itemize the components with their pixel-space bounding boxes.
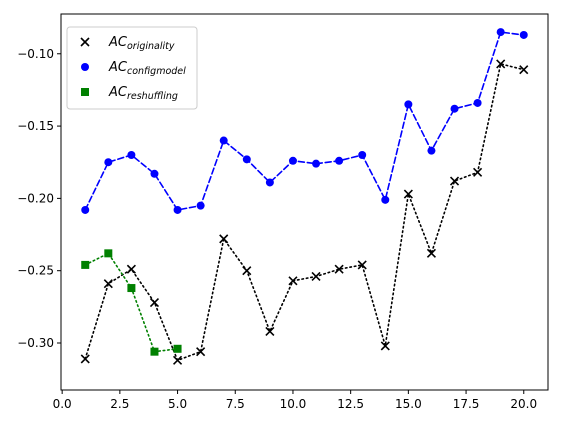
data-point-originality bbox=[196, 347, 206, 357]
x-tick-label: 10.0 bbox=[280, 397, 307, 411]
legend-item-originality: ACoriginality bbox=[80, 35, 175, 52]
data-point-configmodel bbox=[173, 205, 182, 214]
data-point-reshuffling bbox=[81, 260, 90, 269]
data-point-configmodel bbox=[219, 136, 228, 145]
data-point-configmodel bbox=[427, 146, 436, 155]
y-tick-label: −0.25 bbox=[17, 264, 54, 278]
legend-item-configmodel: ACconfigmodel bbox=[81, 60, 186, 77]
data-point-originality bbox=[103, 279, 113, 289]
legend-box bbox=[66, 26, 198, 110]
data-point-originality bbox=[496, 59, 506, 69]
data-point-reshuffling bbox=[173, 344, 182, 353]
data-point-configmodel bbox=[196, 201, 205, 210]
data-point-configmodel bbox=[496, 28, 505, 37]
data-point-originality bbox=[265, 326, 275, 336]
legend-marker-reshuffling bbox=[81, 88, 89, 96]
data-point-configmodel bbox=[358, 151, 367, 159]
x-tick-label: 20.0 bbox=[510, 397, 537, 411]
data-point-originality bbox=[380, 341, 390, 351]
data-point-originality bbox=[311, 271, 321, 282]
legend-label-main: AC bbox=[108, 85, 128, 100]
data-point-configmodel bbox=[381, 195, 390, 204]
x-tick-label: 17.5 bbox=[453, 397, 480, 411]
series-configmodel bbox=[81, 28, 528, 214]
data-point-originality bbox=[426, 248, 437, 258]
data-point-configmodel bbox=[288, 156, 297, 165]
data-point-originality bbox=[219, 234, 229, 244]
y-tick-label: −0.10 bbox=[17, 47, 54, 61]
data-point-configmodel bbox=[473, 98, 482, 107]
series-layer bbox=[80, 28, 529, 365]
series-originality bbox=[80, 59, 529, 365]
data-point-configmodel bbox=[312, 159, 321, 168]
data-point-originality bbox=[288, 276, 298, 286]
legend-label-sub: reshuffling bbox=[127, 91, 178, 102]
legend-label-sub: originality bbox=[127, 41, 175, 52]
data-point-configmodel bbox=[335, 156, 344, 165]
legend-label-main: AC bbox=[108, 35, 128, 50]
legend-marker-configmodel bbox=[81, 63, 89, 71]
data-point-originality bbox=[242, 266, 252, 276]
x-tick-label: 7.5 bbox=[226, 397, 245, 411]
data-point-configmodel bbox=[81, 205, 90, 214]
axes-layer: 0.0 2.5 5.0 7.5 10.0 12.5 15.0 17.5 20.0 −0.30 −0.… bbox=[17, 47, 537, 411]
y-tick-label: −0.30 bbox=[17, 336, 54, 350]
legend-label: ACoriginality bbox=[108, 35, 175, 52]
data-point-originality bbox=[403, 189, 413, 199]
y-tick-label: −0.15 bbox=[17, 119, 54, 133]
legend-item-reshuffling: ACreshuffling bbox=[81, 85, 178, 102]
data-point-originality bbox=[126, 264, 136, 274]
data-point-originality bbox=[172, 355, 183, 365]
data-point-originality bbox=[519, 65, 529, 75]
series-line-reshuffling bbox=[84, 252, 179, 353]
plot-frame bbox=[60, 13, 549, 391]
data-point-configmodel bbox=[450, 104, 459, 113]
data-point-reshuffling bbox=[104, 249, 113, 258]
legend-label-sub: configmodel bbox=[127, 66, 186, 77]
data-point-originality bbox=[334, 264, 344, 274]
x-tick-label: 2.5 bbox=[110, 397, 129, 411]
data-point-configmodel bbox=[242, 155, 251, 164]
x-tick-label: 12.5 bbox=[337, 397, 364, 411]
data-point-configmodel bbox=[519, 30, 528, 39]
legend-label-main: AC bbox=[108, 60, 128, 75]
x-tick-label: 15.0 bbox=[395, 397, 422, 411]
x-tick-label: 5.0 bbox=[168, 397, 187, 411]
data-point-reshuffling bbox=[150, 347, 159, 356]
legend-marker-originality bbox=[80, 37, 90, 47]
data-point-configmodel bbox=[150, 169, 159, 178]
data-point-configmodel bbox=[265, 178, 274, 187]
series-reshuffling bbox=[81, 249, 182, 356]
data-point-originality bbox=[473, 167, 483, 177]
legend-label: ACreshuffling bbox=[108, 85, 178, 102]
data-point-configmodel bbox=[104, 158, 113, 167]
data-point-originality bbox=[357, 260, 367, 270]
legend-label: ACconfigmodel bbox=[108, 60, 186, 77]
series-line-configmodel bbox=[84, 31, 525, 211]
series-line-originality bbox=[84, 62, 525, 362]
data-point-configmodel bbox=[404, 100, 413, 109]
data-point-configmodel bbox=[127, 151, 136, 159]
data-point-originality bbox=[449, 176, 460, 186]
data-point-reshuffling bbox=[127, 284, 136, 293]
data-point-originality bbox=[149, 297, 160, 308]
y-tick-label: −0.20 bbox=[17, 191, 54, 205]
data-point-originality bbox=[80, 354, 90, 364]
x-tick-label: 0.0 bbox=[53, 397, 72, 411]
